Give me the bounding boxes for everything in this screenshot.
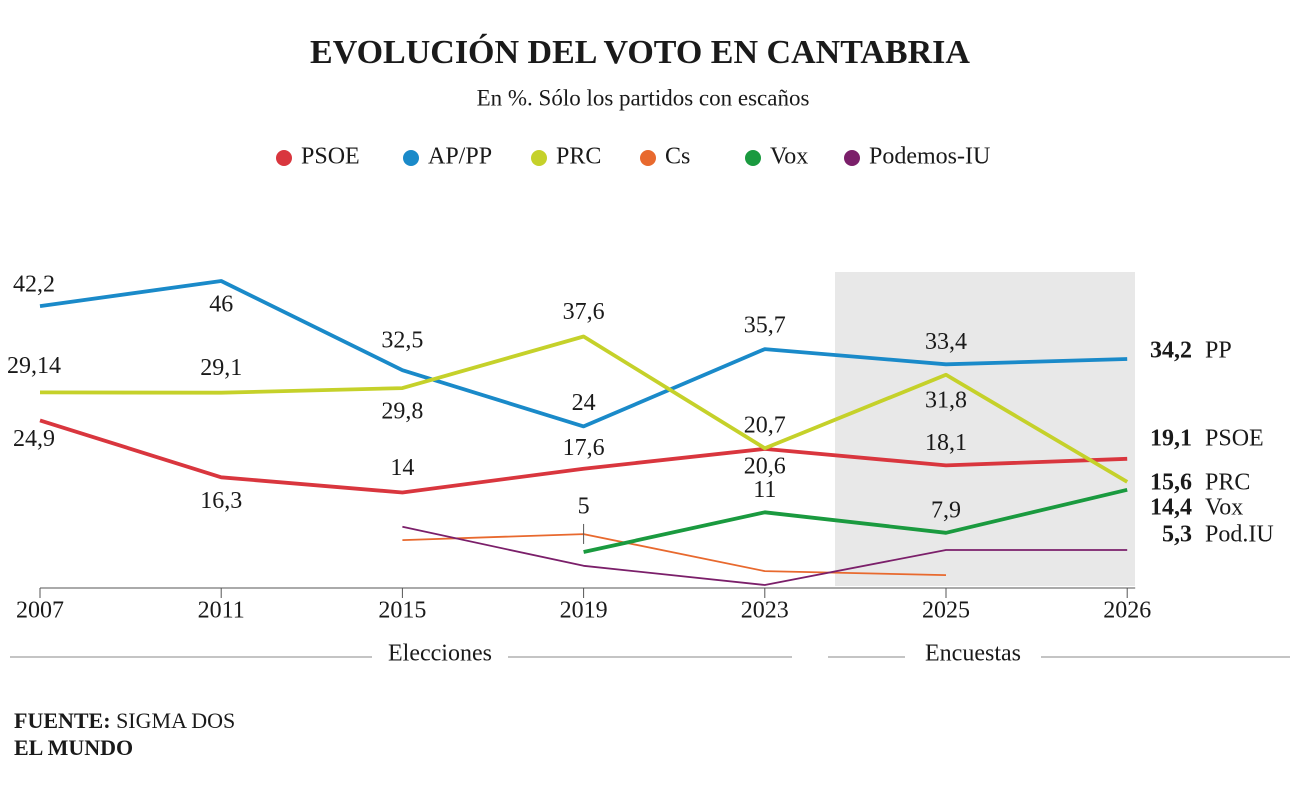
end-value-label: 14,4	[1150, 495, 1192, 521]
value-label: 20,7	[744, 413, 786, 439]
value-label: 32,5	[381, 328, 423, 354]
legend-label: AP/PP	[428, 144, 492, 170]
end-series-label: Pod.IU	[1205, 522, 1274, 548]
series-line	[402, 533, 947, 576]
source: FUENTE: SIGMA DOS	[14, 708, 235, 733]
value-label: 11	[753, 477, 776, 503]
value-label: 42,2	[13, 272, 55, 298]
value-label: 29,14	[7, 353, 61, 379]
series-line	[402, 525, 1128, 586]
end-value-label: 19,1	[1150, 426, 1192, 452]
value-label: 29,8	[381, 399, 423, 425]
value-label: 16,3	[200, 488, 242, 514]
x-tick-label: 2023	[741, 598, 789, 624]
series-line	[39, 418, 1128, 495]
chart-subtitle: En %. Sólo los partidos con escaños	[477, 85, 810, 110]
legend-label: Cs	[665, 144, 690, 170]
section-bg	[372, 642, 508, 672]
end-value-label: 34,2	[1150, 338, 1192, 364]
legend-label: PRC	[556, 144, 601, 170]
legend-label: Podemos-IU	[869, 144, 990, 170]
legend-dot	[276, 150, 292, 166]
x-tick-label: 2025	[922, 598, 970, 624]
value-label: 5	[578, 493, 590, 519]
series-line	[583, 487, 1128, 554]
x-tick-label: 2019	[560, 598, 608, 624]
brand: EL MUNDO	[14, 735, 133, 760]
legend-dot	[640, 150, 656, 166]
x-tick-label: 2007	[16, 598, 64, 624]
value-label: 31,8	[925, 387, 967, 413]
poll-shade	[835, 272, 1135, 586]
chart-title: EVOLUCIÓN DEL VOTO EN CANTABRIA	[310, 33, 970, 71]
value-label: 37,6	[563, 299, 605, 325]
value-label: 24,9	[13, 426, 55, 452]
end-series-label: Vox	[1205, 495, 1243, 521]
end-series-label: PSOE	[1205, 426, 1264, 452]
value-label: 33,4	[925, 329, 967, 355]
legend-label: PSOE	[301, 144, 360, 170]
section-bg	[905, 642, 1041, 672]
value-label: 46	[209, 292, 233, 318]
end-value-label: 15,6	[1150, 470, 1192, 496]
legend-dot	[531, 150, 547, 166]
value-label: 14	[390, 455, 414, 481]
legend-label: Vox	[770, 144, 808, 170]
legend-dot	[844, 150, 860, 166]
source-text: SIGMA DOS	[116, 708, 235, 733]
value-label: 29,1	[200, 355, 242, 381]
end-value-label: 5,3	[1162, 522, 1192, 548]
legend-dot	[745, 150, 761, 166]
legend-dot	[403, 150, 419, 166]
x-tick-label: 2026	[1103, 598, 1151, 624]
section-label: Elecciones	[388, 641, 492, 667]
value-label: 18,1	[925, 430, 967, 456]
value-label: 7,9	[931, 497, 961, 523]
value-label: 17,6	[563, 435, 605, 461]
series-line	[39, 279, 1128, 429]
value-label: 24	[572, 390, 596, 416]
series-line	[39, 334, 1129, 484]
value-label: 35,7	[744, 313, 786, 339]
x-tick-label: 2015	[378, 598, 426, 624]
section-label: Encuestas	[925, 641, 1021, 667]
value-label: 20,6	[744, 453, 786, 479]
end-series-label: PRC	[1205, 470, 1250, 496]
source-label: FUENTE:	[14, 708, 111, 733]
x-tick-label: 2011	[198, 598, 245, 624]
end-series-label: PP	[1205, 338, 1232, 364]
